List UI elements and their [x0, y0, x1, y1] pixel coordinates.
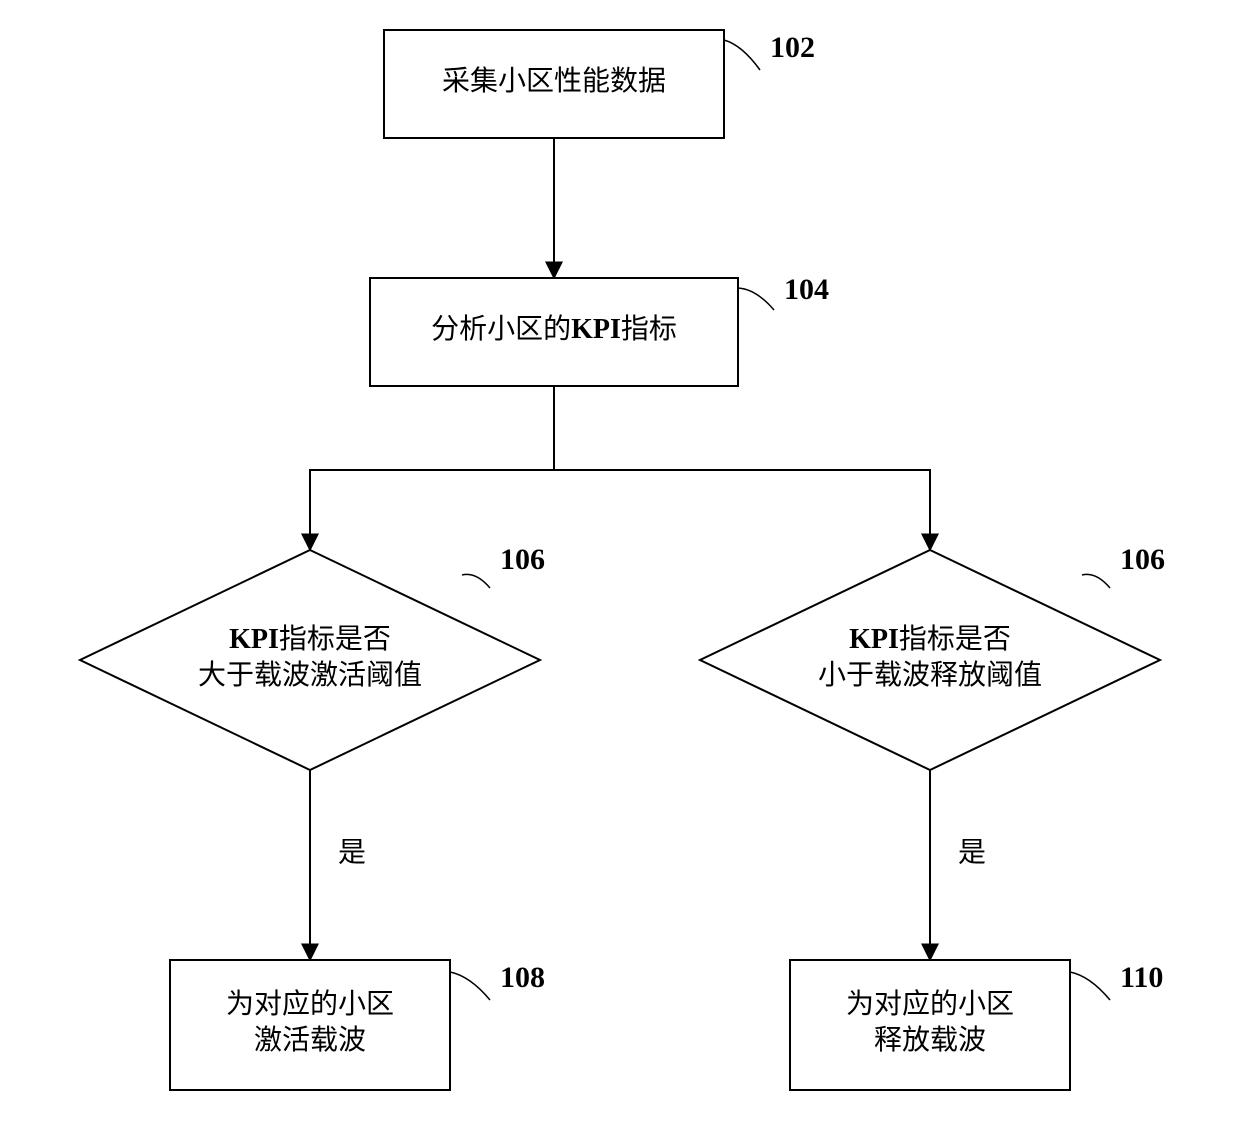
node-label-n108: 108 [500, 961, 545, 994]
node-text-n106L-1: 大于载波激活阈值 [198, 659, 422, 691]
node-label-n106R: 106 [1120, 543, 1165, 576]
edge-e3 [554, 386, 930, 550]
node-label-n102: 102 [770, 31, 815, 64]
node-text-n110-0: 为对应的小区 [846, 988, 1014, 1020]
node-text-n106R-0: KPI指标是否 [849, 623, 1011, 655]
edge-label-e5: 是 [958, 837, 986, 868]
callout-n108 [450, 972, 490, 1000]
callout-n110 [1070, 972, 1110, 1000]
node-text-n108-1: 激活载波 [254, 1024, 366, 1056]
node-text-n106R-1: 小于载波释放阈值 [818, 659, 1042, 691]
node-text-n106L-0: KPI指标是否 [229, 623, 391, 655]
node-text-n102-0: 采集小区性能数据 [442, 65, 666, 97]
edge-label-e4: 是 [338, 837, 366, 868]
edge-e2 [310, 386, 554, 550]
callout-n106R [1082, 574, 1110, 588]
callout-n102 [724, 40, 760, 70]
node-text-n110-1: 释放载波 [874, 1024, 986, 1056]
node-label-n104: 104 [784, 273, 829, 306]
node-text-n108-0: 为对应的小区 [226, 988, 394, 1020]
node-label-n110: 110 [1120, 961, 1163, 994]
callout-n104 [738, 288, 774, 310]
node-text-n104-0: 分析小区的KPI指标 [431, 313, 677, 345]
node-label-n106L: 106 [500, 543, 545, 576]
callout-n106L [462, 574, 490, 588]
